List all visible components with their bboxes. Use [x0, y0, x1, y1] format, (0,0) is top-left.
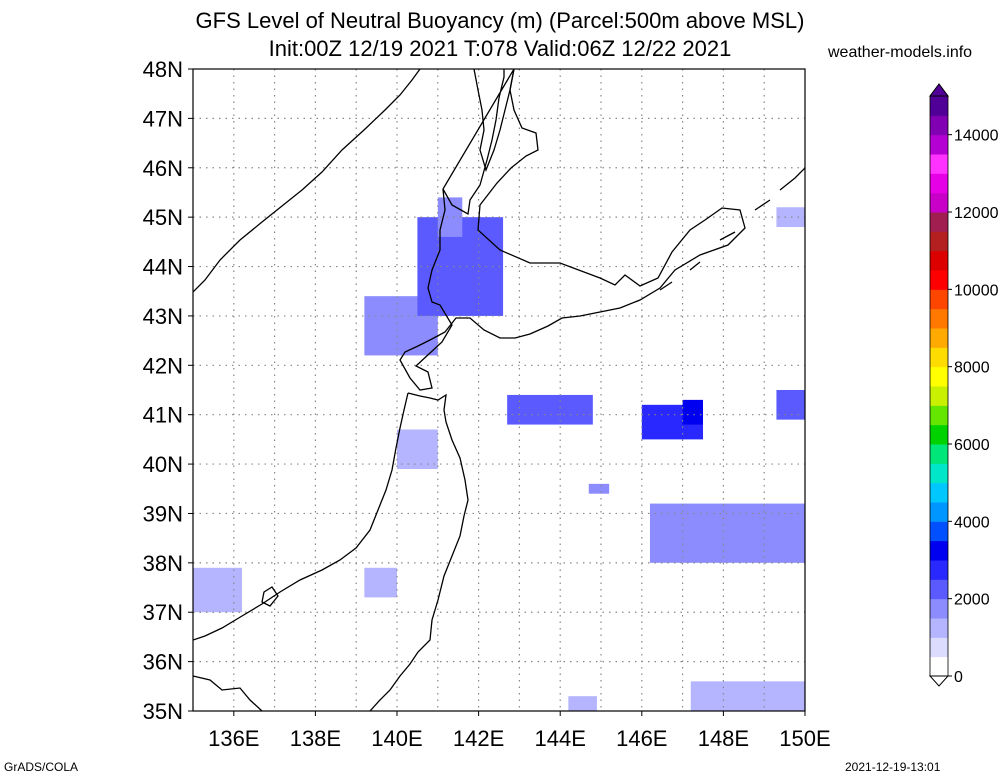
lnb-region-9 [364, 567, 397, 598]
lat-tick-label: 35N [143, 699, 183, 724]
colorbar-segment [930, 366, 948, 387]
colorbar-segment [930, 424, 948, 445]
lnb-region-2 [437, 197, 463, 237]
lon-tick-label: 142E [453, 726, 504, 751]
colorbar-segment [930, 96, 948, 116]
colorbar-segment [930, 308, 948, 329]
lnb-region-13 [568, 696, 597, 711]
lon-tick-label: 150E [779, 726, 830, 751]
lat-tick-label: 36N [143, 650, 183, 675]
colorbar-segment [930, 598, 948, 619]
colorbar-segment [930, 154, 948, 174]
colorbar-label: 14000 [954, 128, 999, 145]
colorbar-segment [930, 502, 948, 522]
lnb-region-3 [397, 429, 438, 470]
lat-lon-grid [193, 69, 805, 711]
colorbar-segment [930, 579, 948, 600]
lat-tick-label: 42N [143, 353, 183, 378]
lnb-region-12 [690, 681, 805, 711]
lat-tick-label: 38N [143, 551, 183, 576]
lat-tick-label: 48N [143, 57, 183, 82]
colorbar-label: 10000 [954, 282, 999, 299]
lat-tick-label: 43N [143, 304, 183, 329]
colorbar-segment [930, 134, 948, 155]
noto-coastline [193, 675, 263, 711]
lat-tick-label: 41N [143, 403, 183, 428]
colorbar-segment [930, 347, 948, 368]
colorbar-segment [930, 270, 948, 290]
lnb-region-7 [649, 503, 805, 563]
honshu-coastline [193, 392, 469, 711]
lnb-region-10 [776, 390, 805, 420]
map-title: GFS Level of Neutral Buoyancy (m) (Parce… [195, 8, 805, 33]
lon-tick-label: 138E [290, 726, 341, 751]
kuril-coastline [659, 167, 805, 291]
coastline-layer [193, 69, 805, 711]
colorbar-label: 12000 [954, 205, 999, 222]
colorbar-segment [930, 463, 948, 484]
colorbar-frame [929, 95, 949, 677]
hokkaido-coastline [399, 69, 746, 391]
lon-tick-label: 148E [698, 726, 749, 751]
lnb-region-14 [588, 483, 610, 494]
colorbar [928, 83, 950, 687]
buoyancy-fill-layer [193, 197, 805, 711]
colorbar-label: 6000 [954, 437, 990, 454]
sakhalin-coastline [473, 69, 515, 172]
colorbar-label: 0 [954, 669, 963, 686]
lnb-region-11 [776, 207, 805, 228]
colorbar-segment [930, 637, 948, 658]
colorbar-segment [930, 386, 948, 406]
colorbar-top-arrow [929, 83, 949, 97]
colorbar-segment [930, 482, 948, 503]
colorbar-bottom-arrow [928, 675, 950, 687]
sado-island-coastline [261, 586, 279, 607]
map-subtitle: Init:00Z 12/19 2021 T:078 Valid:06Z 12/2… [268, 36, 732, 61]
colorbar-segment [930, 212, 948, 232]
colorbar-segment [930, 521, 948, 542]
colorbar-label: 2000 [954, 592, 990, 609]
colorbar-label: 8000 [954, 360, 990, 377]
colorbar-segment [930, 405, 948, 426]
colorbar-segment [930, 289, 948, 310]
lat-tick-label: 47N [143, 106, 183, 131]
mainland-coastline [193, 69, 421, 293]
lon-tick-label: 140E [371, 726, 422, 751]
lat-tick-label: 39N [143, 501, 183, 526]
lat-tick-label: 40N [143, 452, 183, 477]
colorbar-segment [930, 618, 948, 638]
colorbar-segment [930, 231, 948, 252]
lat-tick-label: 46N [143, 156, 183, 181]
lat-tick-label: 44N [143, 255, 183, 280]
lat-tick-label: 45N [143, 205, 183, 230]
footer-credit: GrADS/COLA [4, 760, 79, 774]
lnb-region-8 [193, 567, 242, 613]
colorbar-label: 4000 [954, 514, 990, 531]
lat-tick-label: 37N [143, 600, 183, 625]
colorbar-segment [930, 444, 948, 464]
colorbar-segment [930, 115, 948, 136]
plot-frame [192, 68, 806, 712]
colorbar-segment [930, 192, 948, 213]
lon-tick-label: 144E [535, 726, 586, 751]
colorbar-segment [930, 540, 948, 561]
lnb-region-4 [507, 394, 593, 425]
footer-timestamp: 2021-12-19-13:01 [845, 760, 941, 774]
colorbar-segment [930, 328, 948, 348]
colorbar-segment [930, 656, 948, 677]
lnb-region-6 [682, 399, 703, 425]
brand-label: weather-models.info [828, 44, 973, 61]
colorbar-segment [930, 173, 948, 194]
colorbar-segment [930, 560, 948, 580]
lon-tick-label: 136E [208, 726, 259, 751]
colorbar-segment [930, 250, 948, 271]
lon-tick-label: 146E [616, 726, 667, 751]
